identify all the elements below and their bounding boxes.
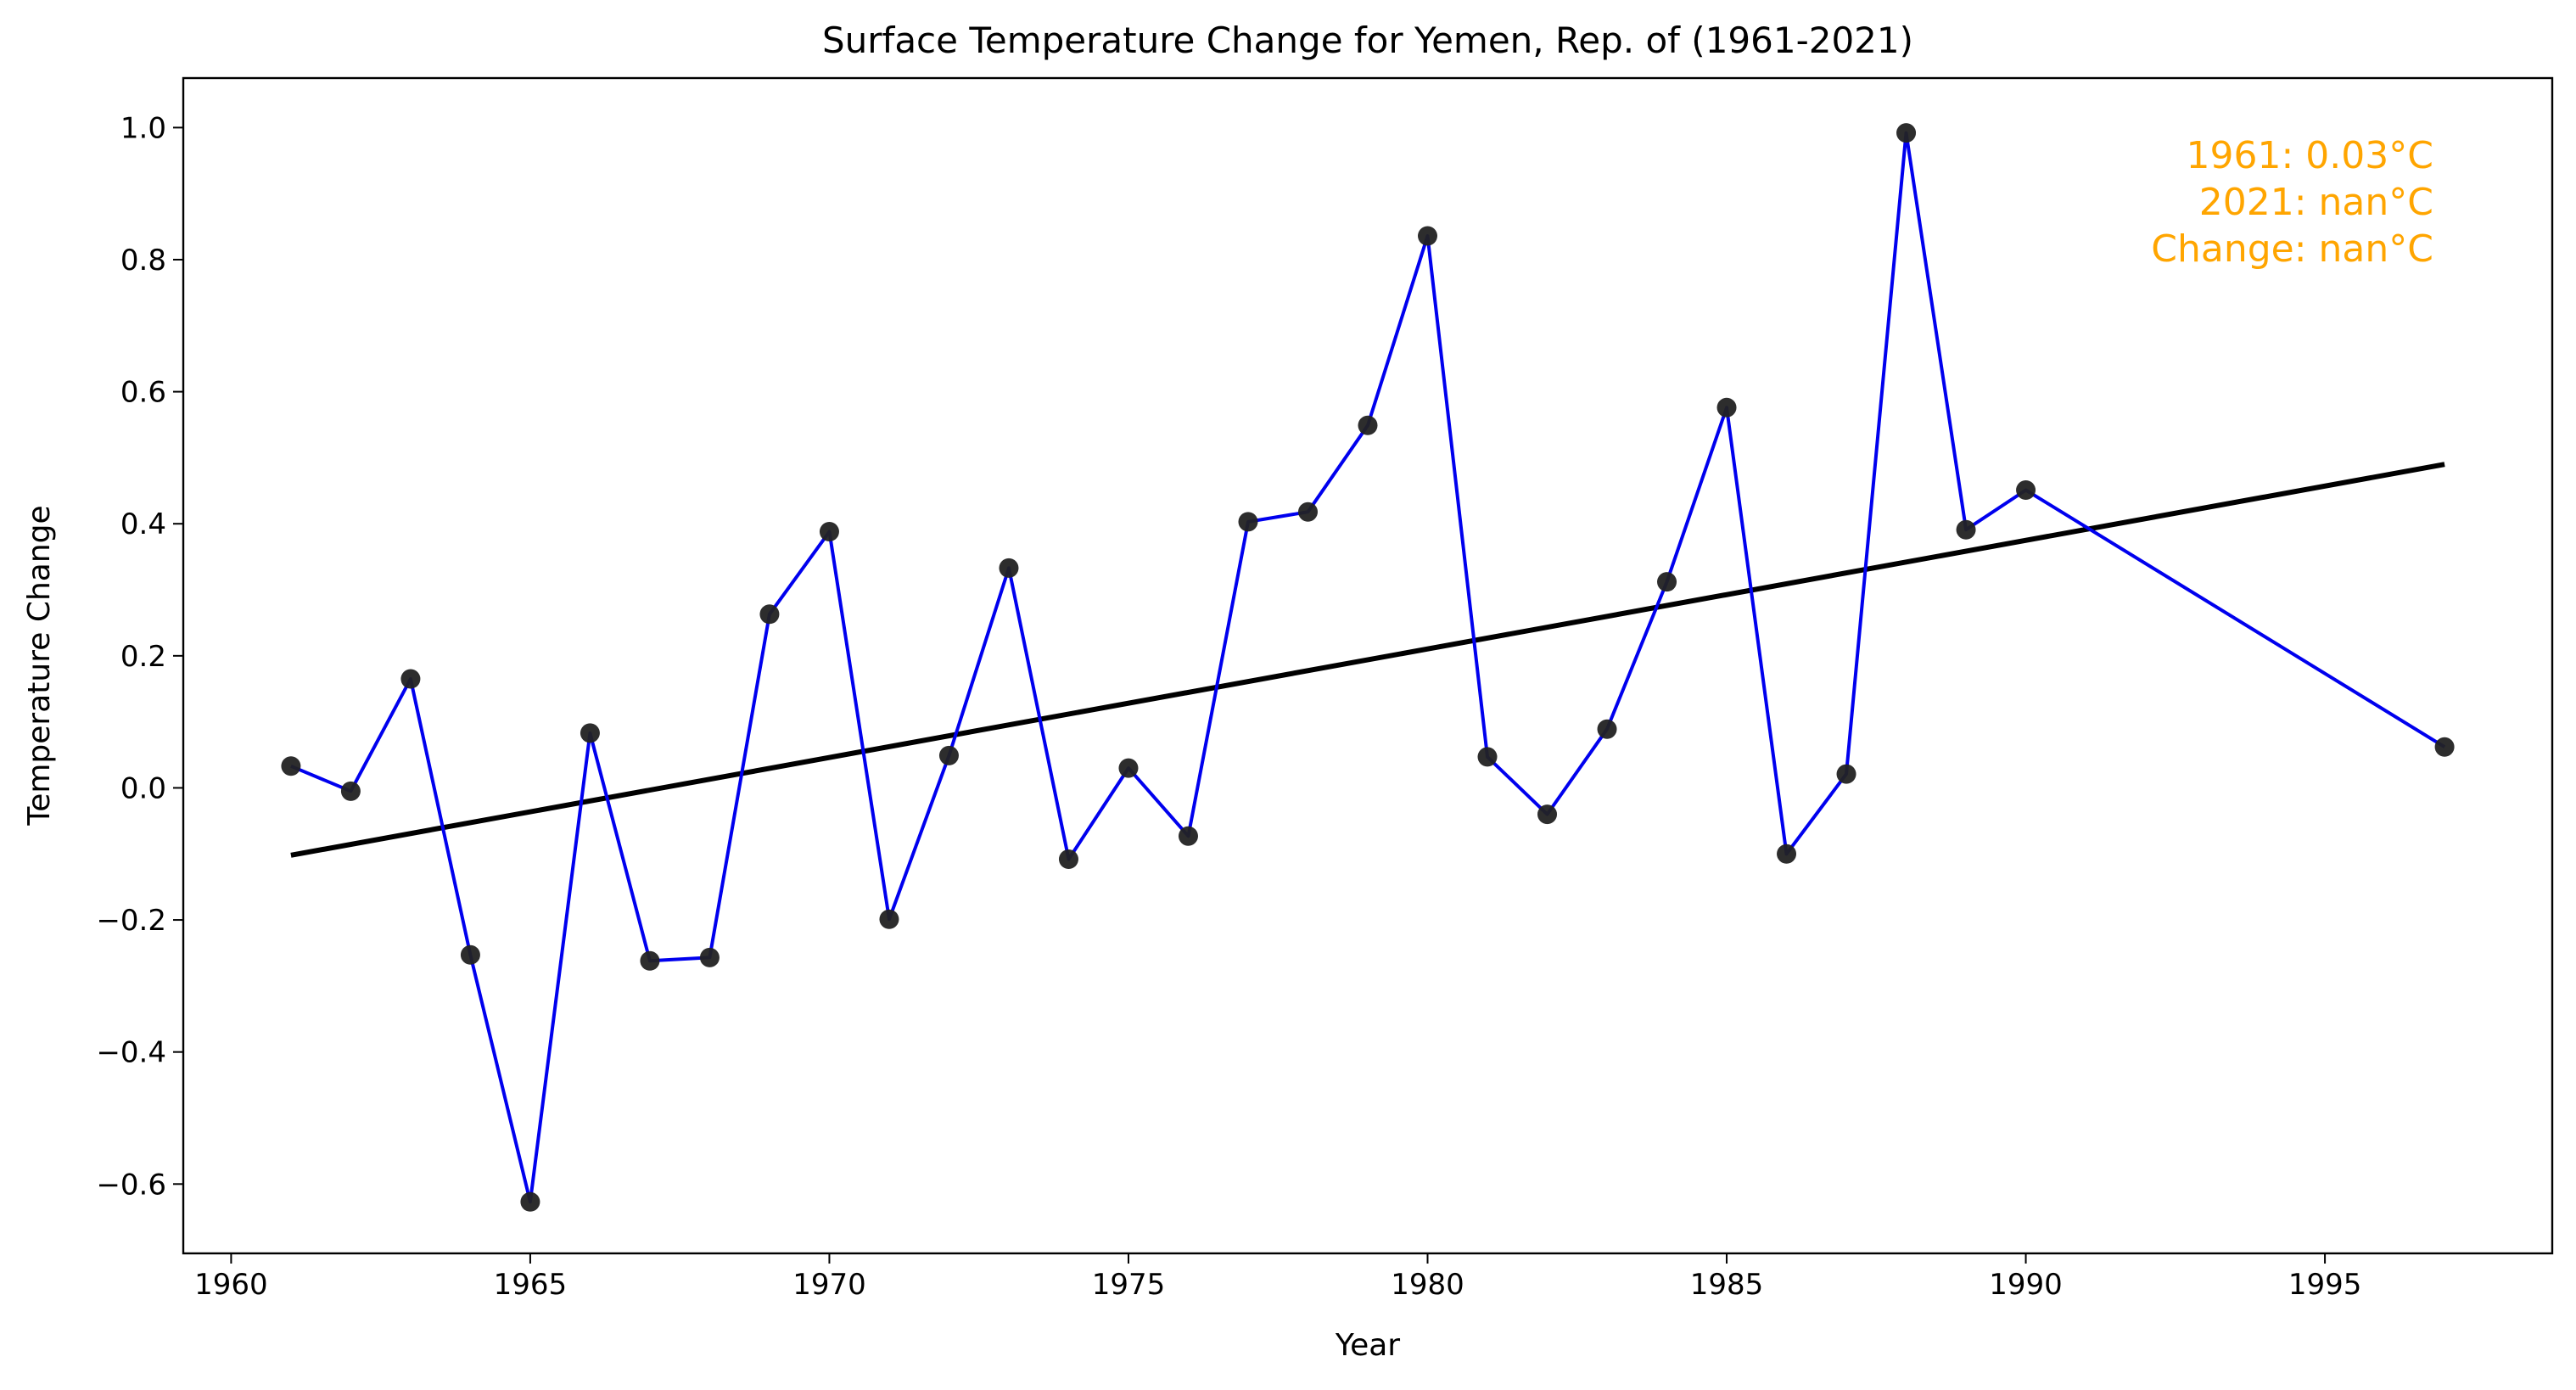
data-point: [938, 745, 959, 765]
trend-line: [290, 462, 2445, 858]
x-axis-label: Year: [1335, 1328, 1400, 1363]
data-point: [340, 781, 361, 801]
data-point: [819, 522, 839, 542]
x-tick-label: 1970: [792, 1268, 866, 1302]
data-point: [400, 669, 421, 689]
data-point: [1537, 804, 1558, 825]
data-point: [1238, 512, 1258, 532]
annotation-start-value: 1961: 0.03°C: [2187, 134, 2433, 177]
chart-title: Surface Temperature Change for Yemen, Re…: [822, 20, 1913, 61]
x-tick-label: 1995: [2288, 1268, 2362, 1302]
data-point: [999, 558, 1019, 578]
data-point: [1716, 397, 1737, 418]
data-point: [1118, 758, 1139, 778]
data-point: [1896, 123, 1917, 143]
data-point: [1178, 826, 1198, 846]
x-tick-label: 1960: [194, 1268, 268, 1302]
x-tick-label: 1975: [1092, 1268, 1166, 1302]
data-point: [1358, 415, 1378, 435]
data-point: [1956, 519, 1976, 540]
data-point: [1836, 764, 1856, 784]
annotation-change-value: Change: nan°C: [2151, 227, 2433, 271]
data-point: [2434, 737, 2455, 757]
x-tick-label: 1985: [1690, 1268, 1764, 1302]
data-point: [640, 950, 660, 971]
data-point: [699, 947, 720, 967]
trend-layer: [290, 462, 2445, 858]
x-tick-label: 1990: [1989, 1268, 2063, 1302]
x-tick-label: 1980: [1391, 1268, 1464, 1302]
y-tick-label: −0.4: [96, 1036, 166, 1070]
data-point: [759, 604, 780, 625]
y-tick-label: −0.6: [96, 1168, 166, 1202]
data-point: [580, 723, 600, 743]
data-point: [879, 909, 899, 929]
data-point: [1597, 719, 1617, 739]
data-point: [1777, 844, 1797, 864]
data-point: [1657, 572, 1677, 592]
stats-annotation: 1961: 0.03°C 2021: nan°C Change: nan°C: [2151, 134, 2433, 271]
y-tick-label: −0.2: [96, 904, 166, 938]
axis-ticks: 1960 1965 1970 1975 1980 1985 1990 1995 −0.6 −0.4…: [96, 111, 2361, 1302]
y-tick-label: 0.2: [120, 640, 166, 674]
plot-area-frame: [182, 76, 2554, 1255]
series-layer: [281, 123, 2455, 1212]
y-axis-label: Temperature Change: [22, 505, 57, 826]
y-tick-label: 0.0: [120, 771, 166, 805]
y-tick-label: 0.8: [120, 244, 166, 277]
x-tick-label: 1965: [494, 1268, 568, 1302]
data-point: [460, 944, 480, 965]
data-point: [520, 1191, 540, 1212]
data-point: [1058, 849, 1078, 869]
annotation-end-value: 2021: nan°C: [2199, 181, 2433, 224]
data-point: [1418, 226, 1438, 246]
data-point: [2016, 480, 2036, 501]
y-tick-label: 1.0: [120, 111, 166, 145]
data-point: [1297, 502, 1318, 522]
y-tick-label: 0.6: [120, 376, 166, 410]
y-tick-label: 0.4: [120, 507, 166, 541]
data-point: [1477, 747, 1498, 767]
data-point: [281, 756, 301, 776]
